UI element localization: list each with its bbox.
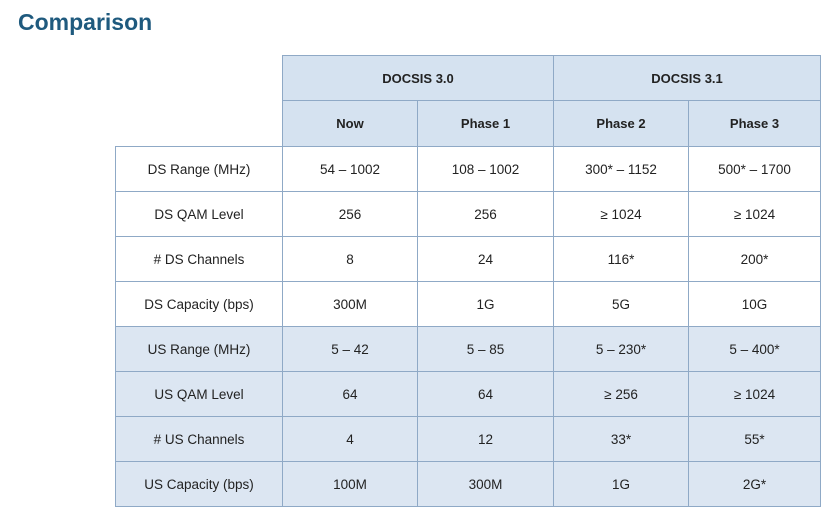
cell: 116* [553, 236, 689, 282]
cell: 5 – 85 [417, 326, 554, 372]
cell: ≥ 1024 [688, 371, 821, 417]
row-label: US Range (MHz) [115, 326, 283, 372]
row-label: # DS Channels [115, 236, 283, 282]
table-row: US QAM Level 64 64 ≥ 256 ≥ 1024 [115, 371, 821, 417]
group-header: DOCSIS 3.1 [553, 55, 821, 101]
cell: 300* – 1152 [553, 146, 689, 192]
row-label: US Capacity (bps) [115, 461, 283, 507]
group-header: DOCSIS 3.0 [282, 55, 554, 101]
cell: 108 – 1002 [417, 146, 554, 192]
column-header: Phase 2 [553, 100, 689, 147]
corner [116, 56, 283, 101]
cell: 1G [553, 461, 689, 507]
column-header: Phase 3 [688, 100, 821, 147]
cell: 10G [688, 281, 821, 327]
corner [116, 101, 283, 147]
cell: ≥ 1024 [688, 191, 821, 237]
cell: 5 – 400* [688, 326, 821, 372]
column-header: Now [282, 100, 418, 147]
cell: 300M [282, 281, 418, 327]
cell: 100M [282, 461, 418, 507]
cell: 33* [553, 416, 689, 462]
cell: 2G* [688, 461, 821, 507]
row-label: # US Channels [115, 416, 283, 462]
table-row: DS Range (MHz) 54 – 1002 108 – 1002 300* – … [115, 146, 821, 192]
cell: 12 [417, 416, 554, 462]
cell: 64 [282, 371, 418, 417]
row-label: US QAM Level [115, 371, 283, 417]
title: Comparison [18, 9, 153, 35]
cell: 256 [282, 191, 418, 237]
table-row: DS Capacity (bps) 300M 1G 5G 10G [115, 281, 821, 327]
table-row: # US Channels 4 12 33* 55* [115, 416, 821, 462]
cell: 5G [553, 281, 689, 327]
cell: 4 [282, 416, 418, 462]
cell: 500* – 1700 [688, 146, 821, 192]
column-header: Phase 1 [417, 100, 554, 147]
cell: ≥ 1024 [553, 191, 689, 237]
row-label: DS Range (MHz) [115, 146, 283, 192]
cell: 200* [688, 236, 821, 282]
cell: 55* [688, 416, 821, 462]
comparison-table: DOCSIS 3.0 DOCSIS 3.1 Now Phase 1 Phase 2 Pha… [115, 55, 821, 507]
row-label: DS QAM Level [115, 191, 283, 237]
table-row: US Range (MHz) 5 – 42 5 – 85 5 – 230* 5 – 40… [115, 326, 821, 372]
row-label: DS Capacity (bps) [115, 281, 283, 327]
cell: 54 – 1002 [282, 146, 418, 192]
column-row: Now Phase 1 Phase 2 Phase 3 [116, 100, 821, 147]
table-body: DOCSIS 3.0 DOCSIS 3.1 Now Phase 1 Phase 2 Pha… [115, 55, 821, 507]
cell: 8 [282, 236, 418, 282]
cell: 5 – 230* [553, 326, 689, 372]
table-row: DS QAM Level 256 256 ≥ 1024 ≥ 1024 [115, 191, 821, 237]
cell: 256 [417, 191, 554, 237]
cell: 24 [417, 236, 554, 282]
cell: 1G [417, 281, 554, 327]
table-row: US Capacity (bps) 100M 300M 1G 2G* [115, 461, 821, 507]
cell: 64 [417, 371, 554, 417]
table-row: # DS Channels 8 24 116* 200* [115, 236, 821, 282]
group-row: DOCSIS 3.0 DOCSIS 3.1 [116, 55, 821, 101]
cell: 5 – 42 [282, 326, 418, 372]
cell: 300M [417, 461, 554, 507]
cell: ≥ 256 [553, 371, 689, 417]
